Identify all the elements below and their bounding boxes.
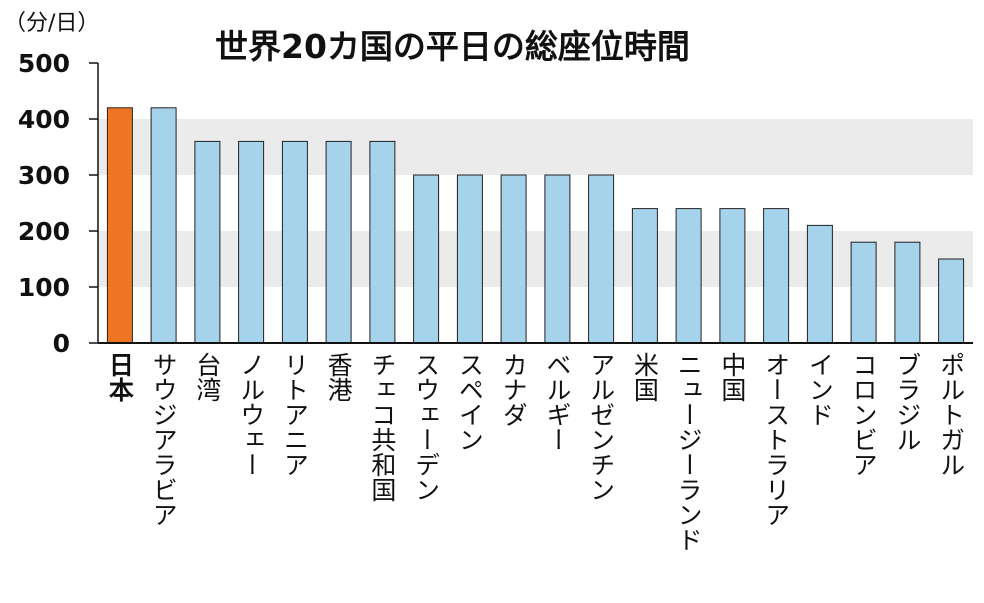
bar bbox=[631, 208, 658, 344]
y-tick-label: 300 bbox=[18, 161, 70, 190]
unit-label: （分/日） bbox=[4, 11, 99, 36]
grid-bands bbox=[98, 119, 973, 287]
bar bbox=[675, 208, 702, 344]
x-tick-label: 香港 bbox=[324, 352, 353, 402]
grid-band bbox=[98, 231, 973, 287]
chart-title: 世界20カ国の平日の総座位時間 bbox=[215, 27, 690, 66]
y-tick-label: 100 bbox=[18, 273, 70, 302]
x-tick-label: アルゼンチン bbox=[587, 352, 616, 502]
bar bbox=[456, 174, 483, 344]
x-tick-label: ポルトガル bbox=[937, 352, 966, 477]
axes bbox=[97, 63, 973, 344]
x-tick-label: スペイン bbox=[455, 352, 484, 452]
bar bbox=[150, 107, 177, 344]
bar bbox=[850, 241, 877, 344]
y-tick-label: 200 bbox=[18, 217, 70, 246]
x-tick-label: チェコ共和国 bbox=[368, 352, 397, 502]
x-tick-label: オーストラリア bbox=[762, 352, 791, 527]
grid-band bbox=[98, 119, 973, 175]
bar bbox=[194, 140, 221, 344]
bar bbox=[238, 140, 265, 344]
bar bbox=[325, 140, 352, 344]
x-tick-label: リトアニア bbox=[280, 352, 309, 477]
x-tick-label: 台湾 bbox=[193, 352, 222, 402]
x-tick-label: ノルウェー bbox=[237, 352, 266, 477]
x-tick-label: 日本 bbox=[105, 352, 134, 402]
x-tick-label: ブラジル bbox=[893, 352, 922, 452]
bar bbox=[763, 208, 790, 344]
x-tick-label: ベルギー bbox=[543, 352, 572, 452]
y-tick-label: 400 bbox=[18, 105, 70, 134]
bar bbox=[719, 208, 746, 344]
x-tick-label: ニュージーランド bbox=[674, 352, 703, 552]
x-tick-label: スウェーデン bbox=[412, 352, 441, 502]
bar bbox=[806, 224, 833, 344]
bar bbox=[588, 174, 615, 344]
bar bbox=[894, 241, 921, 344]
bars bbox=[106, 107, 965, 344]
bar bbox=[938, 258, 965, 344]
x-tick-label: インド bbox=[805, 352, 834, 427]
y-axis-ticks: 0 100 200 300 400 500 bbox=[18, 49, 98, 358]
x-tick-label: サウジアラビア bbox=[149, 352, 178, 527]
y-tick-label: 500 bbox=[18, 49, 70, 78]
bar bbox=[369, 140, 396, 344]
bar bbox=[413, 174, 440, 344]
x-tick-label: 中国 bbox=[718, 352, 747, 402]
bar bbox=[281, 140, 308, 344]
x-axis-labels: 日本 サウジアラビア 台湾 ノルウェー リトアニア 香港 チェコ共和国 スウェーデン スペインカ… bbox=[105, 352, 965, 552]
y-tick-label: 0 bbox=[53, 329, 70, 358]
bar-highlight bbox=[106, 107, 133, 344]
x-tick-label: 米国 bbox=[630, 352, 659, 402]
x-tick-label: カナダ bbox=[499, 352, 528, 427]
bar bbox=[544, 174, 571, 344]
bar bbox=[500, 174, 527, 344]
x-tick-label: コロンビア bbox=[849, 352, 878, 477]
